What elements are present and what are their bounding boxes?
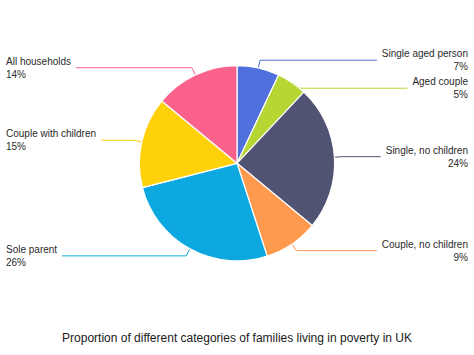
svg-text:14%: 14% xyxy=(6,69,26,80)
svg-text:Aged couple: Aged couple xyxy=(412,76,468,87)
svg-text:Sole parent: Sole parent xyxy=(6,244,57,255)
svg-text:Couple with children: Couple with children xyxy=(6,128,96,139)
svg-text:Single, no children: Single, no children xyxy=(386,145,468,156)
svg-text:24%: 24% xyxy=(448,158,468,169)
svg-text:Couple, no children: Couple, no children xyxy=(382,239,468,250)
svg-text:26%: 26% xyxy=(6,257,26,268)
svg-text:Single aged person: Single aged person xyxy=(382,48,468,59)
svg-text:7%: 7% xyxy=(454,61,469,72)
svg-text:All households: All households xyxy=(6,56,71,67)
svg-text:15%: 15% xyxy=(6,141,26,152)
svg-text:5%: 5% xyxy=(454,89,469,100)
svg-text:Proportion of different catego: Proportion of different categories of fa… xyxy=(62,331,412,345)
svg-text:9%: 9% xyxy=(454,252,469,263)
